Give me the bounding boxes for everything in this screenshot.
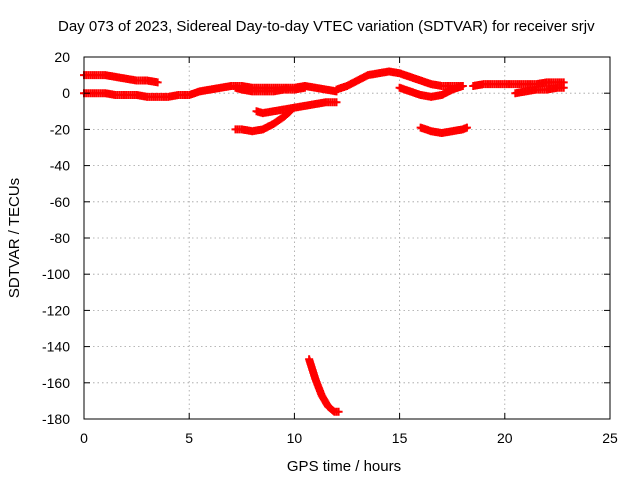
series-5 (332, 67, 467, 94)
x-tick-label: 15 (392, 430, 408, 446)
x-axis-title: GPS time / hours (287, 458, 401, 475)
y-tick-label: 20 (54, 49, 70, 65)
y-tick-label: -20 (50, 121, 70, 137)
data-point (559, 83, 568, 92)
series-2 (231, 83, 309, 96)
tick-labels: 0 5 10 15 20 25 20 0 -20 -40 -60 -80 -100 -120 -140 -16… (42, 49, 618, 446)
x-tick-label: 0 (80, 430, 88, 446)
x-tick-label: 10 (287, 430, 303, 446)
y-tick-label: -100 (42, 266, 70, 282)
data-point (334, 407, 343, 416)
grid (84, 57, 610, 419)
chart-title: Day 073 of 2023, Sidereal Day-to-day VTE… (58, 18, 595, 35)
y-tick-label: -160 (42, 375, 70, 391)
y-tick-label: -120 (42, 302, 70, 318)
y-tick-label: 0 (62, 85, 70, 101)
series-6 (395, 81, 467, 101)
data-point (458, 81, 467, 90)
x-tick-label: 25 (602, 430, 618, 446)
series-0 (80, 71, 162, 87)
y-tick-label: -40 (50, 158, 70, 174)
y-tick-label: -180 (42, 411, 70, 427)
data-point (332, 98, 341, 107)
y-tick-label: -80 (50, 230, 70, 246)
series-7 (416, 123, 471, 138)
plot-frame (83, 56, 611, 420)
x-tick-label: 20 (497, 430, 513, 446)
y-axis-title: SDTVAR / TECUs (6, 178, 23, 298)
series-9 (511, 83, 568, 98)
data-point (462, 123, 471, 132)
series-10 (305, 355, 343, 416)
y-tick-label: -60 (50, 194, 70, 210)
data-points (80, 67, 568, 416)
series-4 (252, 98, 341, 118)
axis-ticks (83, 56, 611, 420)
data-point (300, 83, 309, 92)
y-tick-label: -140 (42, 339, 70, 355)
data-point (153, 78, 162, 87)
x-tick-label: 5 (185, 430, 193, 446)
